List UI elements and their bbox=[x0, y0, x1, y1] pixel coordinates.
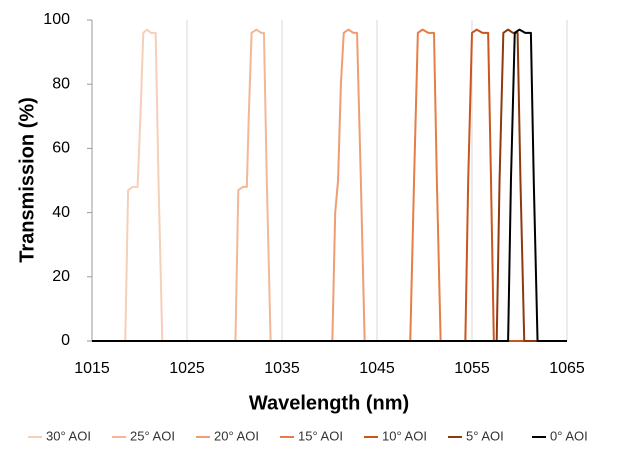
series-line bbox=[92, 28, 567, 342]
y-tick-label: 100 bbox=[43, 11, 70, 28]
x-tick-label: 1055 bbox=[454, 360, 490, 377]
legend-label: 5° AOI bbox=[466, 428, 504, 443]
legend-label: 0° AOI bbox=[550, 428, 588, 443]
series-line bbox=[92, 28, 567, 342]
legend-label: 15° AOI bbox=[298, 428, 343, 443]
x-tick-label: 1035 bbox=[264, 360, 300, 377]
x-axis-title: Wavelength (nm) bbox=[249, 392, 409, 414]
x-tick-label: 1025 bbox=[169, 360, 205, 377]
series-line bbox=[92, 28, 567, 342]
series-line bbox=[92, 28, 567, 342]
y-tick-label: 80 bbox=[52, 75, 70, 92]
legend-label: 10° AOI bbox=[382, 428, 427, 443]
y-tick-label: 0 bbox=[61, 332, 70, 349]
x-tick-label: 1015 bbox=[74, 360, 110, 377]
legend-label: 30° AOI bbox=[46, 428, 91, 443]
x-tick-label: 1065 bbox=[549, 360, 585, 377]
y-tick-label: 20 bbox=[52, 268, 70, 285]
y-tick-label: 60 bbox=[52, 140, 70, 157]
series-line bbox=[92, 28, 567, 342]
x-tick-label: 1045 bbox=[359, 360, 395, 377]
legend-label: 25° AOI bbox=[130, 428, 175, 443]
legend-label: 20° AOI bbox=[214, 428, 259, 443]
y-tick-label: 40 bbox=[52, 204, 70, 221]
series-line bbox=[92, 28, 567, 342]
series-line bbox=[92, 28, 567, 342]
y-axis-title: Transmission (%) bbox=[16, 97, 38, 263]
